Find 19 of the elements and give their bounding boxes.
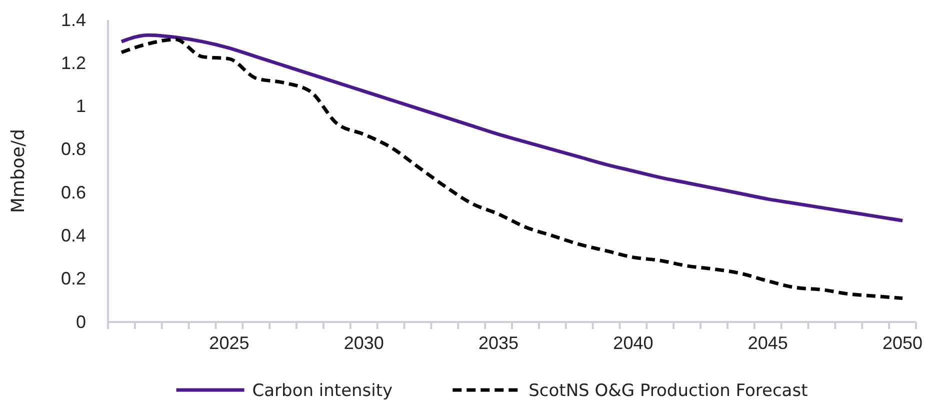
line-series (120, 38, 904, 300)
line-series (120, 33, 904, 222)
x-tick-label: 2030 (344, 332, 384, 353)
x-tick-label: 2035 (478, 332, 519, 353)
y-tick-label: 0 (76, 312, 86, 332)
y-tick-label: 0.6 (60, 182, 86, 202)
y-axis-title: Mmboe/d (8, 128, 29, 214)
y-tick-label: 0.8 (60, 139, 86, 160)
legend-label: ScotNS O&G Production Forecast (528, 381, 808, 401)
x-tick-label: 2025 (209, 332, 250, 353)
legend-label: Carbon intensity (252, 381, 393, 401)
y-tick-label: 1.2 (60, 52, 86, 73)
y-tick-label: 1.4 (60, 10, 86, 30)
x-tick-label: 2050 (882, 332, 923, 353)
y-tick-label: 0.2 (60, 268, 86, 289)
y-tick-label: 0.4 (60, 225, 86, 246)
y-tick-label: 1 (76, 96, 86, 116)
x-tick-label: 2040 (613, 332, 654, 353)
x-tick-label: 2045 (748, 332, 788, 353)
